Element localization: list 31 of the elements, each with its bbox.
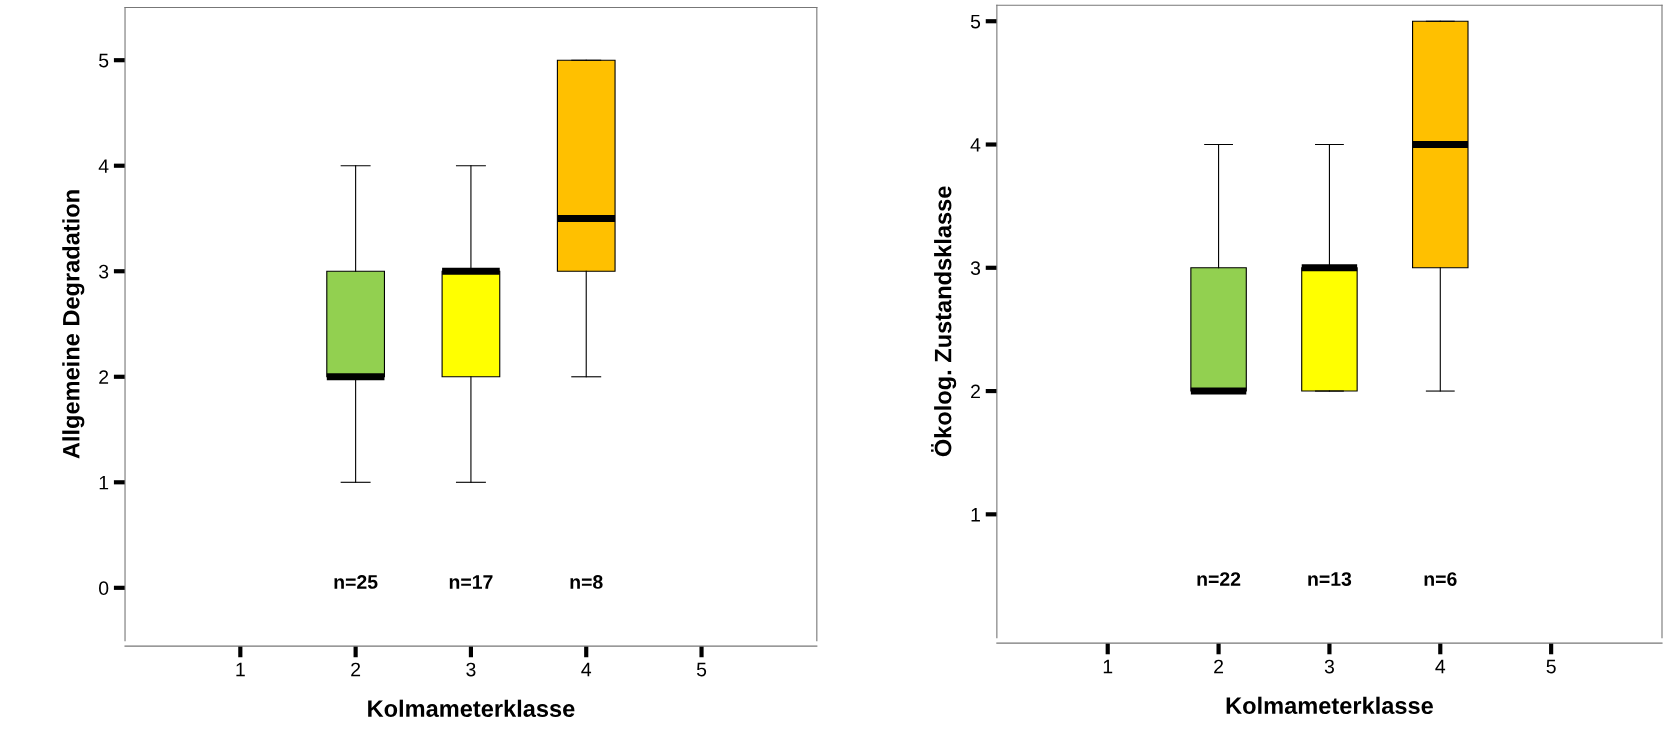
x-tick-label: 4 xyxy=(1435,659,1446,674)
x-tick-label: 5 xyxy=(696,662,707,677)
y-tick-label: 5 xyxy=(99,53,109,68)
x-tick-label: 1 xyxy=(1103,659,1113,674)
annotation: n=22 xyxy=(1197,572,1241,586)
x-tick-label: 2 xyxy=(351,662,361,677)
y-tick-label: 4 xyxy=(970,138,981,152)
y-tick-label: 3 xyxy=(970,261,981,276)
y-tick-label: 0 xyxy=(99,581,109,596)
x-axis-title: Kolmameterklasse xyxy=(368,699,575,718)
x-tick-label: 5 xyxy=(1546,659,1556,674)
x-axis-title: Kolmameterklasse xyxy=(1226,696,1433,715)
x-tick-label: 3 xyxy=(466,662,476,677)
y-tick-label: 1 xyxy=(99,475,109,490)
y-tick-label: 4 xyxy=(98,159,109,173)
annotation: n=8 xyxy=(570,575,603,589)
x-tick-label: 1 xyxy=(236,662,245,677)
y-tick-label: 3 xyxy=(98,264,109,279)
y-axis-title: Ökolog. Zustandsklasse xyxy=(931,186,957,457)
y-tick-label: 2 xyxy=(99,370,109,384)
y-tick-label: 5 xyxy=(970,14,981,29)
y-tick-label: 2 xyxy=(971,384,980,399)
x-tick-label: 3 xyxy=(1324,659,1334,674)
annotation: n=17 xyxy=(449,575,493,589)
x-tick-label: 2 xyxy=(1214,659,1224,674)
annotation: n=6 xyxy=(1424,572,1457,586)
annotation: n=13 xyxy=(1308,572,1352,586)
x-tick-label: 4 xyxy=(581,662,592,677)
y-tick-label: 1 xyxy=(971,508,980,522)
y-axis-title: Allgemeine Degradation xyxy=(62,190,85,459)
annotation: n=25 xyxy=(334,575,378,589)
